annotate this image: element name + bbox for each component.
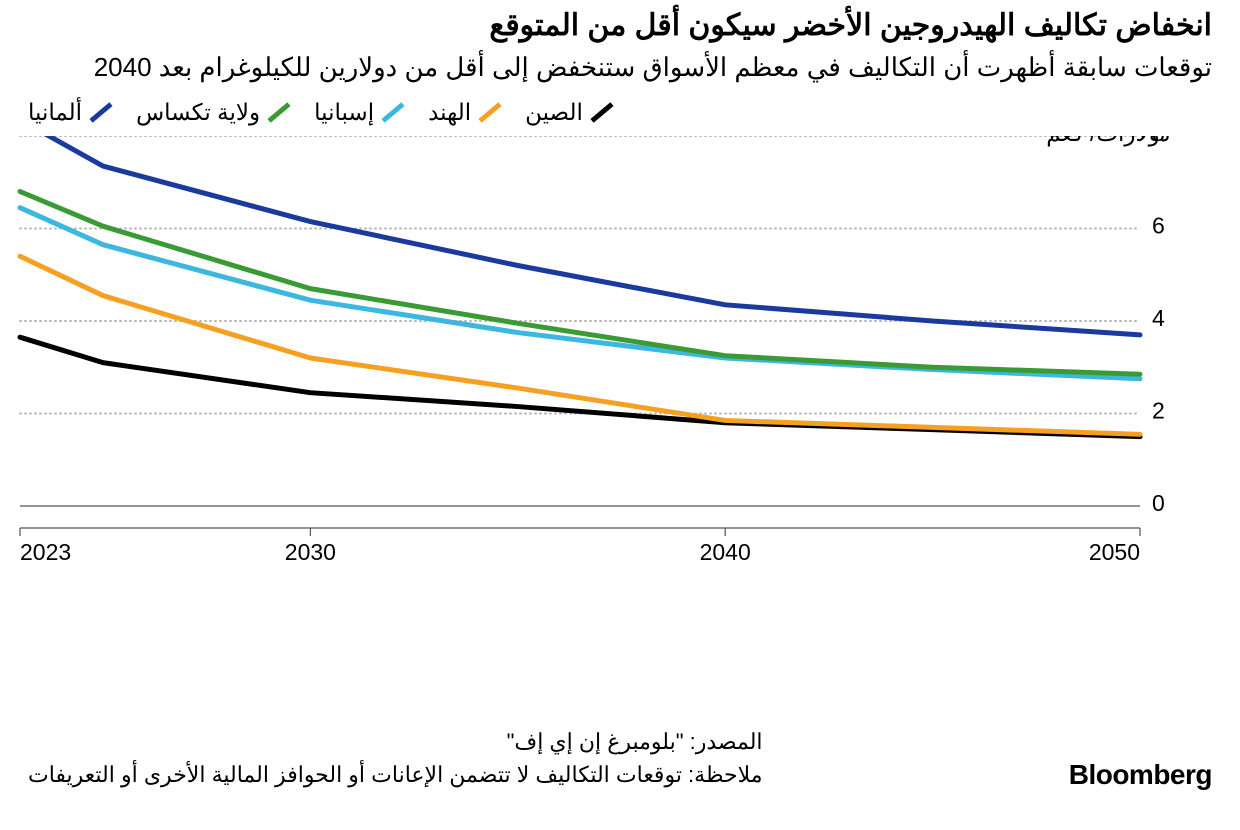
- legend-item: إسبانيا: [314, 99, 406, 126]
- x-tick-label: 2030: [285, 539, 336, 562]
- series-line: [20, 337, 1140, 436]
- note-line: ملاحظة: توقعات التكاليف لا تتضمن الإعانا…: [28, 758, 763, 791]
- legend-item: ولاية تكساس: [136, 99, 292, 126]
- x-tick-label: 2040: [700, 539, 751, 562]
- series-line: [20, 192, 1140, 375]
- legend-swatch: [268, 102, 291, 123]
- y-tick-label: 4: [1152, 305, 1165, 331]
- chart-subtitle: توقعات سابقة أظهرت أن التكاليف في معظم ا…: [28, 50, 1212, 85]
- source-line: المصدر: "بلومبرغ إن إي إف": [28, 725, 763, 758]
- legend-swatch: [479, 102, 502, 123]
- y-axis-unit: دولارات/ كغم: [1046, 136, 1170, 147]
- line-chart: 02468دولارات/ كغم2023203020402050: [28, 136, 1212, 567]
- legend-swatch: [590, 102, 613, 123]
- legend-swatch: [382, 102, 405, 123]
- legend: الصين الهند إسبانيا ولاية تكساس ألمانيا: [28, 99, 1212, 126]
- x-tick-label: 2023: [20, 539, 71, 562]
- x-tick-label: 2050: [1089, 539, 1140, 562]
- series-line: [20, 136, 1140, 335]
- series-line: [20, 256, 1140, 434]
- legend-item: ألمانيا: [28, 99, 114, 126]
- legend-label: ألمانيا: [28, 99, 82, 126]
- y-tick-label: 2: [1152, 398, 1165, 424]
- brand-logo: Bloomberg: [1069, 759, 1212, 791]
- legend-label: الصين: [525, 99, 583, 126]
- legend-item: الصين: [525, 99, 615, 126]
- legend-label: ولاية تكساس: [136, 99, 260, 126]
- chart-title: انخفاض تكاليف الهيدروجين الأخضر سيكون أق…: [28, 8, 1212, 44]
- legend-item: الهند: [428, 99, 503, 126]
- series-line: [20, 208, 1140, 379]
- legend-swatch: [89, 102, 112, 123]
- legend-label: إسبانيا: [314, 99, 374, 126]
- chart-footer: Bloomberg المصدر: "بلومبرغ إن إي إف" ملا…: [28, 725, 1212, 791]
- legend-label: الهند: [428, 99, 471, 126]
- y-tick-label: 0: [1152, 490, 1165, 516]
- footer-text: المصدر: "بلومبرغ إن إي إف" ملاحظة: توقعا…: [28, 725, 763, 791]
- y-tick-label: 6: [1152, 213, 1165, 239]
